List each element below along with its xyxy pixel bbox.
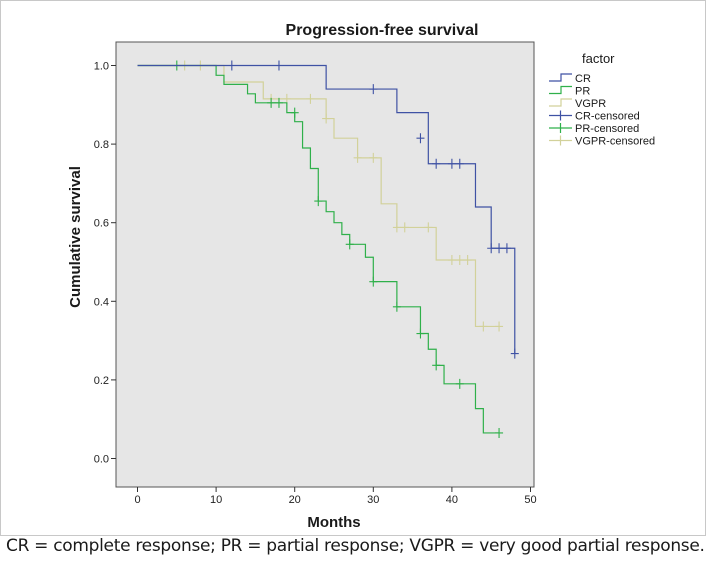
censor-mark-vgpr — [392, 222, 401, 233]
legend-label: PR — [575, 86, 590, 98]
legend-entry-cr: CR — [549, 73, 591, 85]
y-tick-label: 0.2 — [94, 375, 109, 387]
censor-mark-pr — [369, 276, 378, 287]
series-pr — [137, 60, 504, 438]
censor-mark-pr — [416, 328, 425, 339]
x-tick-label: 0 — [134, 494, 140, 506]
legend-entry-vgpr: VGPR — [549, 98, 606, 110]
legend-swatch — [549, 98, 572, 107]
x-tick-label: 20 — [289, 494, 301, 506]
censor-mark-vgpr — [306, 93, 315, 104]
censor-mark-vgpr — [479, 321, 488, 332]
legend-label: PR-censored — [575, 123, 639, 135]
series-cr — [137, 60, 519, 359]
legend-swatch — [549, 73, 572, 82]
legend-entry-cr-censored: CR-censored — [549, 110, 640, 123]
x-axis-label: Months — [307, 514, 360, 531]
censor-mark-vgpr — [455, 255, 464, 266]
censor-mark-vgpr — [322, 113, 331, 124]
figure-caption: CR = complete response; PR = partial res… — [6, 536, 705, 556]
censor-mark-pr — [267, 97, 276, 108]
legend-label: VGPR-censored — [575, 136, 655, 148]
legend-label: CR — [575, 73, 591, 85]
legend-swatch — [549, 110, 572, 121]
survival-line-cr — [137, 64, 516, 354]
censor-mark-pr — [455, 378, 464, 389]
x-axis-ticks: 0 10 20 30 40 50 — [134, 487, 537, 506]
survival-line-pr — [137, 64, 500, 434]
censor-mark-vgpr — [400, 222, 409, 233]
series-layer — [137, 60, 519, 438]
x-tick-label: 50 — [524, 494, 536, 506]
legend-label: CR-censored — [575, 111, 640, 123]
censor-mark-pr — [432, 360, 441, 371]
censor-mark-vgpr — [463, 255, 472, 266]
censor-mark-cr — [416, 133, 425, 144]
censor-mark-pr — [290, 107, 299, 118]
censor-mark-pr — [392, 301, 401, 312]
censor-mark-pr — [274, 97, 283, 108]
y-tick-label: 0.0 — [94, 454, 109, 466]
censor-mark-cr — [447, 158, 456, 169]
censor-mark-cr — [227, 60, 236, 71]
x-tick-label: 30 — [367, 494, 379, 506]
censor-mark-vgpr — [424, 222, 433, 233]
censor-mark-vgpr — [447, 255, 456, 266]
legend-entry-pr-censored: PR-censored — [549, 123, 639, 135]
censor-mark-pr — [495, 427, 504, 438]
legend-swatch — [549, 85, 572, 95]
km-chart: Progression-free survival Months Cumulat… — [0, 0, 706, 536]
legend-label: VGPR — [575, 98, 606, 110]
y-tick-label: 1.0 — [94, 61, 109, 73]
censor-mark-vgpr — [353, 152, 362, 163]
chart-title: Progression-free survival — [286, 22, 479, 39]
survival-line-vgpr — [137, 64, 500, 328]
legend-title: factor — [582, 51, 615, 66]
censor-mark-cr — [455, 158, 464, 169]
legend: factor CRPRVGPRCR-censoredPR-censoredVGP… — [549, 51, 655, 148]
y-tick-label: 0.8 — [94, 139, 109, 151]
legend-entry-vgpr-censored: VGPR-censored — [549, 135, 655, 148]
y-axis-ticks: 0.0 0.2 0.4 0.6 0.8 1.0 — [94, 61, 116, 466]
censor-mark-cr — [369, 84, 378, 95]
censor-mark-pr — [345, 239, 354, 250]
censor-mark-cr — [487, 243, 496, 254]
legend-swatch — [549, 135, 572, 146]
censor-mark-cr — [495, 243, 504, 254]
censor-mark-cr — [432, 158, 441, 169]
x-tick-label: 40 — [446, 494, 458, 506]
legend-entry-pr: PR — [549, 86, 590, 98]
censor-mark-pr — [314, 196, 323, 207]
censor-mark-cr — [274, 60, 283, 71]
y-tick-label: 0.4 — [94, 296, 109, 308]
censor-mark-cr — [502, 243, 511, 254]
censor-mark-vgpr — [495, 321, 504, 332]
plot-area — [115, 41, 535, 488]
censor-mark-cr — [510, 348, 519, 359]
legend-swatch — [549, 123, 572, 133]
y-axis-label: Cumulative survival — [67, 166, 84, 308]
x-tick-label: 10 — [210, 494, 222, 506]
censor-mark-vgpr — [369, 152, 378, 163]
y-tick-label: 0.6 — [94, 218, 109, 230]
